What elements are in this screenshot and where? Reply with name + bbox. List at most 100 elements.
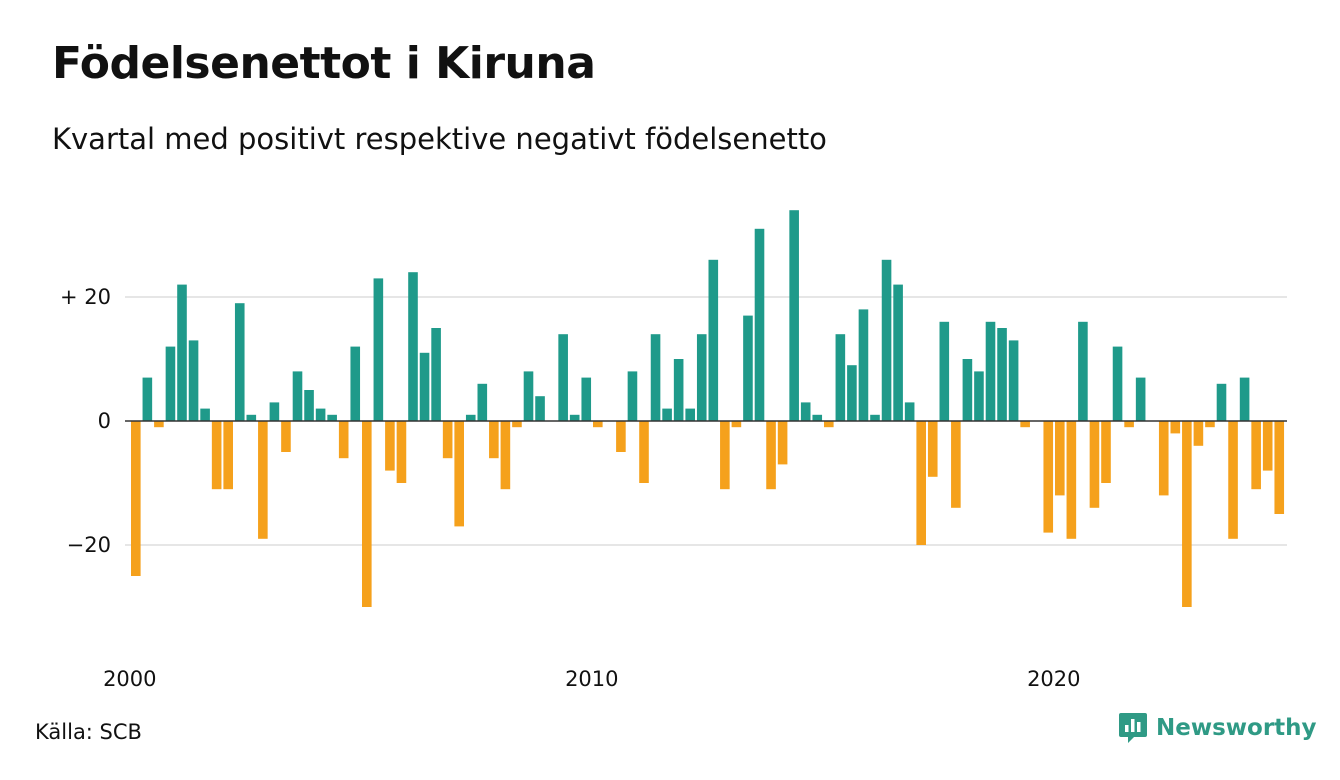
bar: [131, 421, 141, 576]
newsworthy-logo-icon: [1119, 713, 1147, 743]
bars-layer: [131, 210, 1285, 607]
bar: [362, 421, 372, 607]
bar: [1170, 421, 1181, 434]
bar: [223, 421, 233, 490]
brand-logo: Newsworthy: [1118, 712, 1317, 744]
bar: [304, 390, 314, 421]
chart-title: Födelsenettot i Kiruna: [52, 38, 596, 89]
bar: [1078, 321, 1088, 421]
bar: [754, 228, 765, 421]
bar: [997, 328, 1007, 421]
bar: [974, 371, 984, 421]
bar: [211, 421, 222, 490]
bar: [177, 284, 187, 421]
bar: [835, 334, 846, 421]
y-tick-label: −20: [67, 533, 111, 557]
bar: [315, 408, 326, 421]
bar: [904, 402, 915, 421]
bar: [1066, 421, 1077, 539]
bar: [685, 408, 695, 421]
bar: [558, 334, 568, 421]
bar: [1043, 421, 1054, 533]
bar: [396, 421, 407, 483]
bar: [258, 421, 268, 539]
bar: [1251, 421, 1261, 490]
bar: [142, 377, 153, 421]
bar: [1182, 421, 1192, 607]
bar: [385, 421, 395, 471]
x-tick-label: 2020: [1027, 667, 1080, 691]
chart-subtitle: Kvartal med positivt respektive negativt…: [52, 122, 827, 156]
bar: [246, 414, 257, 421]
bar: [1239, 377, 1250, 421]
bar: [431, 328, 441, 421]
bar: [523, 371, 534, 421]
bar: [777, 421, 788, 465]
bar: [627, 371, 638, 421]
bar: [408, 272, 418, 421]
bar: [985, 321, 996, 421]
bar: [454, 421, 464, 527]
bar: [500, 421, 511, 490]
bar: [1008, 340, 1019, 421]
bar: [292, 371, 303, 421]
bar: [154, 421, 164, 428]
bar: [1205, 421, 1215, 428]
bar: [1089, 421, 1100, 508]
bar: [696, 334, 707, 421]
bar: [581, 377, 592, 421]
bar: [593, 421, 603, 428]
bar: [743, 315, 753, 421]
bar: [269, 402, 280, 421]
bar: [789, 210, 799, 421]
bar: [165, 346, 176, 421]
bar: [477, 383, 488, 421]
bar: [939, 321, 950, 421]
bar: [1228, 421, 1238, 539]
bar: [927, 421, 938, 477]
bar: [650, 334, 661, 421]
bar: [662, 408, 672, 421]
bar: [350, 346, 361, 421]
bar: [1020, 421, 1030, 428]
x-tick-label: 2000: [103, 667, 156, 691]
source-note: Källa: SCB: [35, 720, 142, 744]
bar: [962, 359, 973, 421]
bar: [708, 259, 719, 421]
bar: [1112, 346, 1123, 421]
bar: [673, 359, 684, 421]
bar: [512, 421, 522, 428]
bar: [1124, 421, 1134, 428]
bar: [373, 278, 384, 421]
y-tick-label: 0: [98, 409, 111, 433]
bar: [858, 309, 869, 421]
bar: [327, 414, 337, 421]
bar: [639, 421, 649, 483]
bar: [800, 402, 811, 421]
brand-name: Newsworthy: [1156, 715, 1317, 741]
grid-layer: [125, 296, 1287, 546]
bar: [870, 414, 880, 421]
bar: [720, 421, 730, 490]
bar: [916, 421, 926, 545]
bar: [338, 421, 349, 459]
bar: [419, 352, 430, 421]
bar: [893, 284, 903, 421]
bar: [1193, 421, 1204, 446]
bar: [281, 421, 291, 452]
y-tick-label: + 20: [60, 285, 111, 309]
x-tick-label: 2010: [565, 667, 618, 691]
axis-layer: + 20 0 −20 2000 2010 2020: [60, 285, 1287, 691]
bar: [1135, 377, 1146, 421]
bar: [1274, 421, 1285, 514]
bar: [1216, 383, 1227, 421]
bar: [881, 259, 892, 421]
bar: [200, 408, 210, 421]
bar: [1101, 421, 1111, 483]
bar: [1158, 421, 1169, 496]
bar: [489, 421, 499, 459]
bar: [812, 414, 823, 421]
bar: [731, 421, 742, 428]
bar: [442, 421, 453, 459]
